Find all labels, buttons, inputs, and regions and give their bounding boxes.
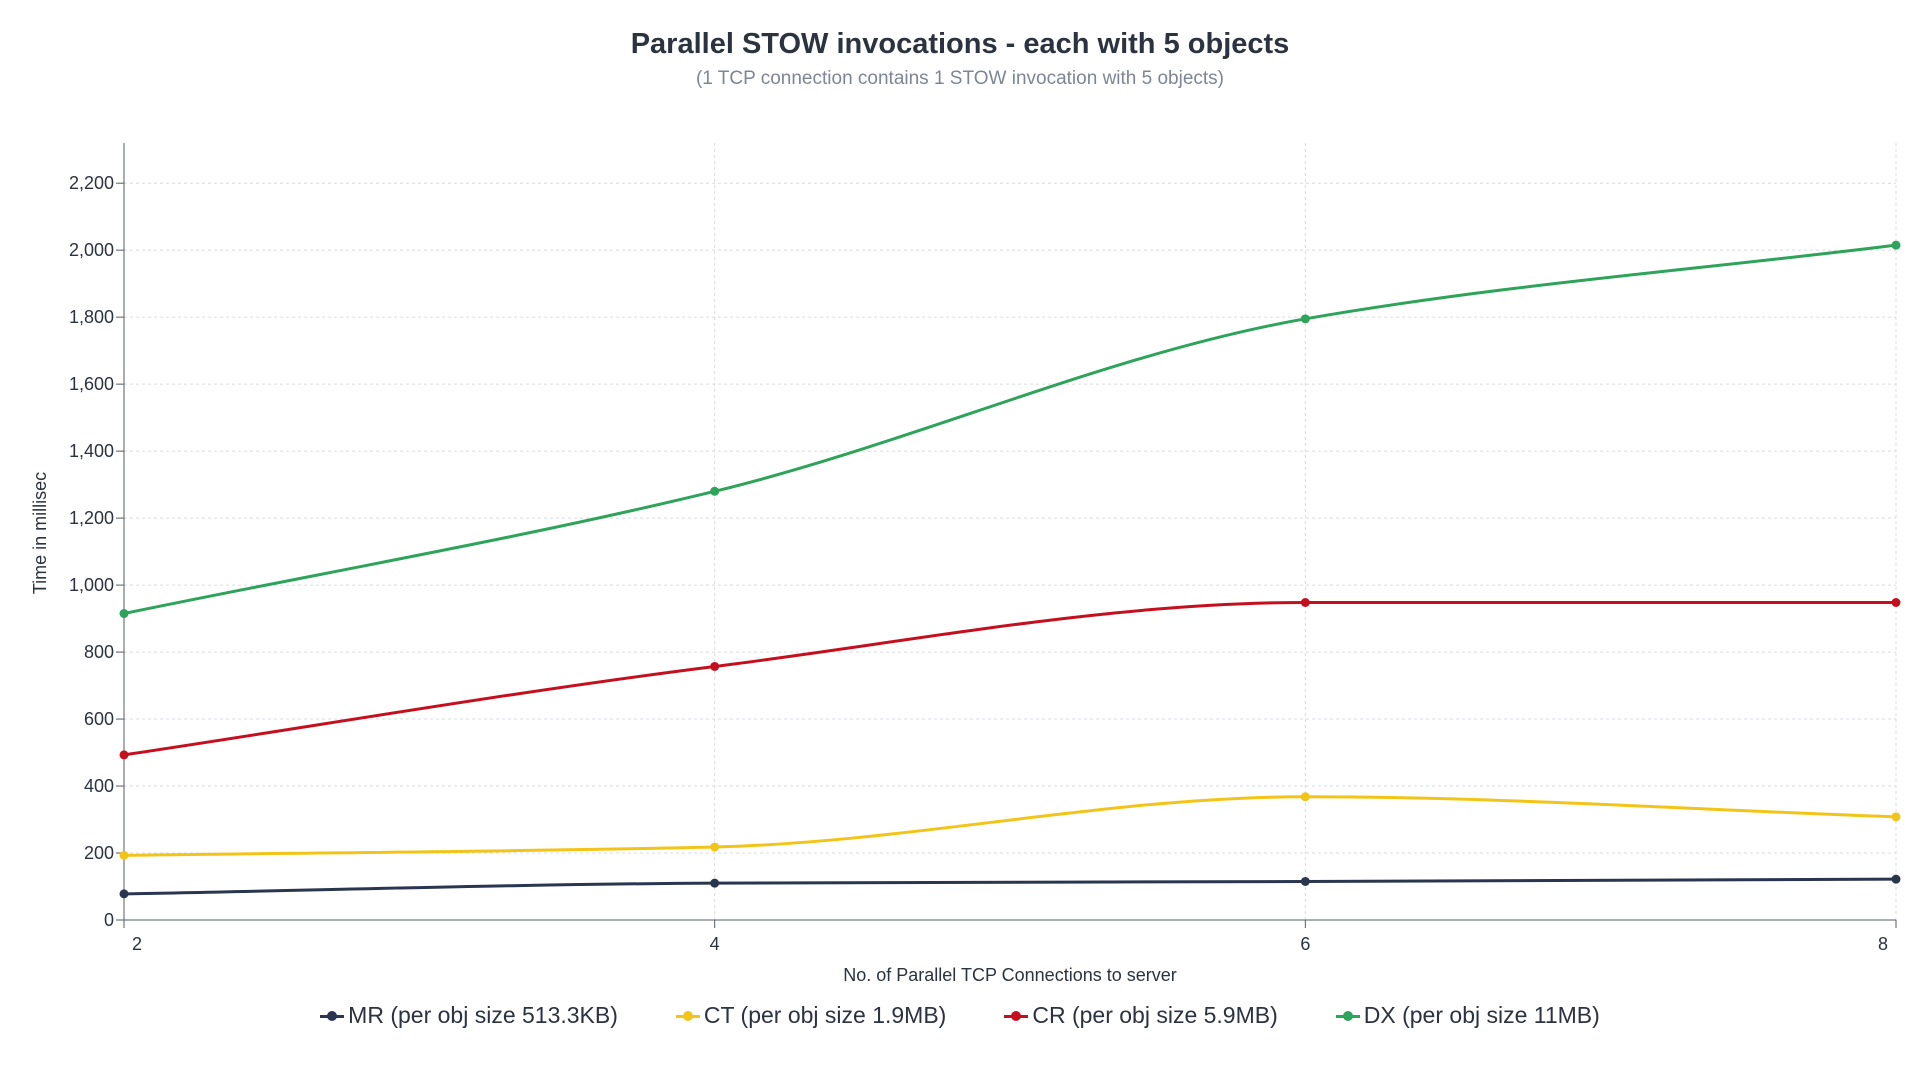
y-tick-label: 2,000 <box>69 240 114 260</box>
legend-marker-icon <box>1335 1010 1360 1022</box>
data-point-s0-2 <box>1300 876 1310 886</box>
line-chart: Parallel STOW invocations - each with 5 … <box>30 28 1901 985</box>
y-tick-label: 600 <box>84 709 114 729</box>
series-line-3 <box>122 243 1898 616</box>
y-tick-label: 1,000 <box>69 575 114 595</box>
legend-label: CT (per obj size 1.9MB) <box>703 1002 947 1028</box>
y-tick-label: 1,400 <box>69 441 114 461</box>
legend: MR (per obj size 513.3KB) CT (per obj si… <box>0 1002 1920 1029</box>
y-tick-label: 400 <box>84 776 114 796</box>
y-tick-label: 2,200 <box>69 173 114 193</box>
data-point-s1-2 <box>1300 792 1310 802</box>
series-lines <box>122 243 1898 896</box>
data-point-s3-1 <box>710 486 720 496</box>
y-tick-label: 800 <box>84 642 114 662</box>
y-tick-label: 1,600 <box>69 374 114 394</box>
data-point-s1-0 <box>119 850 129 860</box>
legend-label: MR (per obj size 513.3KB) <box>348 1002 618 1028</box>
y-tick-label: 0 <box>104 910 114 930</box>
series-line-1 <box>122 795 1898 857</box>
data-point-s2-1 <box>710 661 720 671</box>
x-tick-label: 8 <box>1878 934 1888 954</box>
data-point-s2-3 <box>1891 598 1901 608</box>
y-tick-label: 200 <box>84 843 114 863</box>
legend-label: CR (per obj size 5.9MB) <box>1032 1002 1278 1028</box>
grid <box>124 143 1897 920</box>
y-tick-label: 1,800 <box>69 307 114 327</box>
x-tick-label: 4 <box>710 934 720 954</box>
data-point-s3-3 <box>1891 240 1901 250</box>
y-axis-title: Time in millisec <box>30 472 50 594</box>
series-points <box>119 240 1901 899</box>
legend-marker-icon <box>1004 1010 1029 1022</box>
data-point-s3-0 <box>119 609 129 619</box>
series-line-2 <box>122 601 1898 757</box>
legend-marker-icon <box>320 1010 345 1022</box>
data-point-s0-1 <box>710 878 720 888</box>
x-axis-title: No. of Parallel TCP Connections to serve… <box>843 965 1177 985</box>
chart-subtitle: (1 TCP connection contains 1 STOW invoca… <box>696 68 1224 89</box>
data-point-s3-2 <box>1300 314 1310 324</box>
legend-item-ct[interactable]: CT (per obj size 1.9MB) <box>675 1002 947 1029</box>
data-point-s0-0 <box>119 889 129 899</box>
legend-item-cr[interactable]: CR (per obj size 5.9MB) <box>1004 1002 1278 1029</box>
legend-label: DX (per obj size 11MB) <box>1363 1002 1600 1028</box>
data-point-s0-3 <box>1891 874 1901 884</box>
series-line-0 <box>122 877 1898 896</box>
axes: 0 200 400 600 800 1,000 1,200 1,400 1,600 1,800 2,… <box>69 143 1897 954</box>
legend-marker-icon <box>675 1010 700 1022</box>
chart-title: Parallel STOW invocations - each with 5 … <box>631 28 1290 60</box>
x-tick-label: 2 <box>132 934 142 954</box>
legend-item-mr[interactable]: MR (per obj size 513.3KB) <box>320 1002 618 1029</box>
data-point-s1-1 <box>710 842 720 852</box>
data-point-s2-0 <box>119 750 129 760</box>
x-tick-label: 6 <box>1300 934 1310 954</box>
y-tick-label: 1,200 <box>69 508 114 528</box>
data-point-s1-3 <box>1891 812 1901 822</box>
data-point-s2-2 <box>1300 598 1310 608</box>
legend-item-dx[interactable]: DX (per obj size 11MB) <box>1335 1002 1600 1029</box>
